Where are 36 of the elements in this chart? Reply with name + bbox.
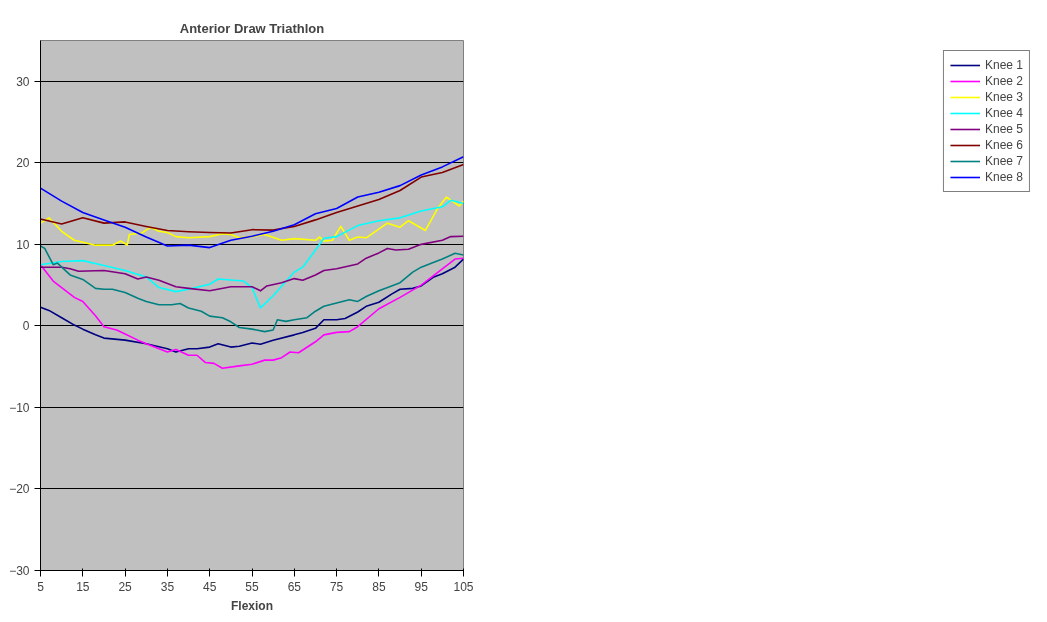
legend-label: Knee 1 (984, 58, 1023, 72)
y-tick-label: −30 (9, 564, 30, 578)
x-tick-label: 85 (372, 579, 386, 594)
x-tick-label: 75 (329, 579, 344, 594)
x-tick-label: 65 (287, 579, 302, 594)
line-series (40, 245, 464, 333)
y-tick-label: 0 (22, 319, 30, 334)
x-tick-label: 45 (203, 579, 217, 594)
legend-label: Knee 4 (984, 106, 1023, 120)
y-tick-label: 30 (16, 74, 30, 89)
line-series (40, 155, 464, 249)
line-series (40, 196, 464, 246)
x-axis-title: Flexion (231, 598, 274, 613)
x-tick-label: 15 (76, 579, 90, 594)
line-series (40, 235, 464, 292)
line-series (40, 258, 464, 353)
legend-label: Knee 7 (984, 154, 1023, 168)
legend-label: Knee 6 (984, 138, 1023, 152)
legend-label: Knee 3 (984, 90, 1023, 104)
x-tick-label: 55 (245, 579, 259, 594)
x-tick-label: 95 (414, 579, 429, 594)
x-tick-label: 105 (453, 579, 474, 594)
line-series (40, 163, 464, 234)
y-tick-label: 20 (16, 156, 30, 171)
x-tick-label: 25 (118, 579, 133, 594)
x-tick-label: 5 (37, 579, 45, 594)
x-tick-label: 35 (160, 579, 175, 594)
line-series (40, 199, 464, 309)
legend-label: Knee 2 (984, 74, 1023, 88)
y-tick-label: 10 (16, 237, 30, 252)
y-tick-label: −10 (9, 400, 30, 415)
line-series (40, 257, 464, 370)
y-tick-label: −20 (9, 482, 30, 497)
chart-title: Anterior Draw Triathlon (179, 20, 325, 36)
legend-label: Knee 8 (984, 170, 1023, 184)
legend-label: Knee 5 (984, 122, 1023, 136)
